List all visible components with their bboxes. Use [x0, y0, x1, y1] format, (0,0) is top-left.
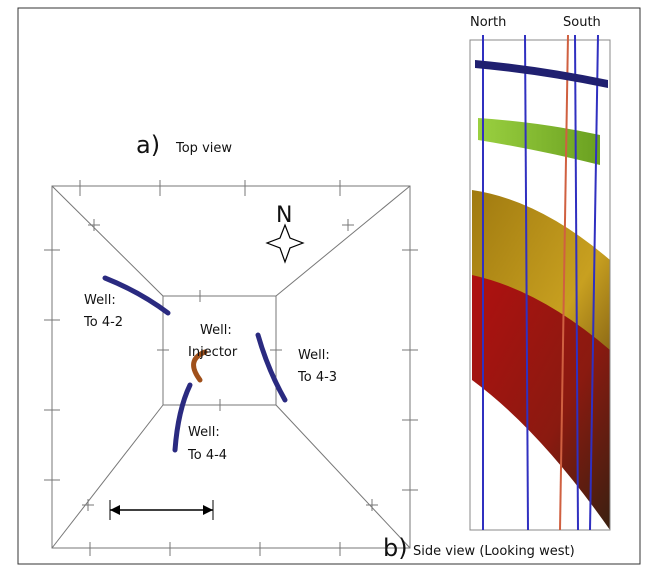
well-label: Well: [200, 323, 232, 338]
side-view-diagram [470, 35, 610, 530]
well-label: Injector [188, 345, 238, 360]
panel-title: Top view [175, 141, 232, 156]
panel-label: b) [383, 534, 408, 562]
direction-label: South [563, 15, 601, 30]
well-label: Well: [188, 425, 220, 440]
top-view-diagram [44, 180, 418, 556]
well-label: Well: [84, 293, 116, 308]
panel-label: a) [136, 131, 160, 159]
figure: a) Top view N Well: To 4-2 Well: Injecto… [0, 0, 650, 571]
well-label: To 4-3 [297, 370, 337, 385]
well-label: To 4-4 [187, 448, 227, 463]
direction-label: North [470, 15, 506, 30]
compass-label: N [276, 203, 292, 228]
well-label: To 4-2 [83, 315, 123, 330]
well-label: Well: [298, 348, 330, 363]
panel-title: Side view (Looking west) [413, 544, 575, 559]
